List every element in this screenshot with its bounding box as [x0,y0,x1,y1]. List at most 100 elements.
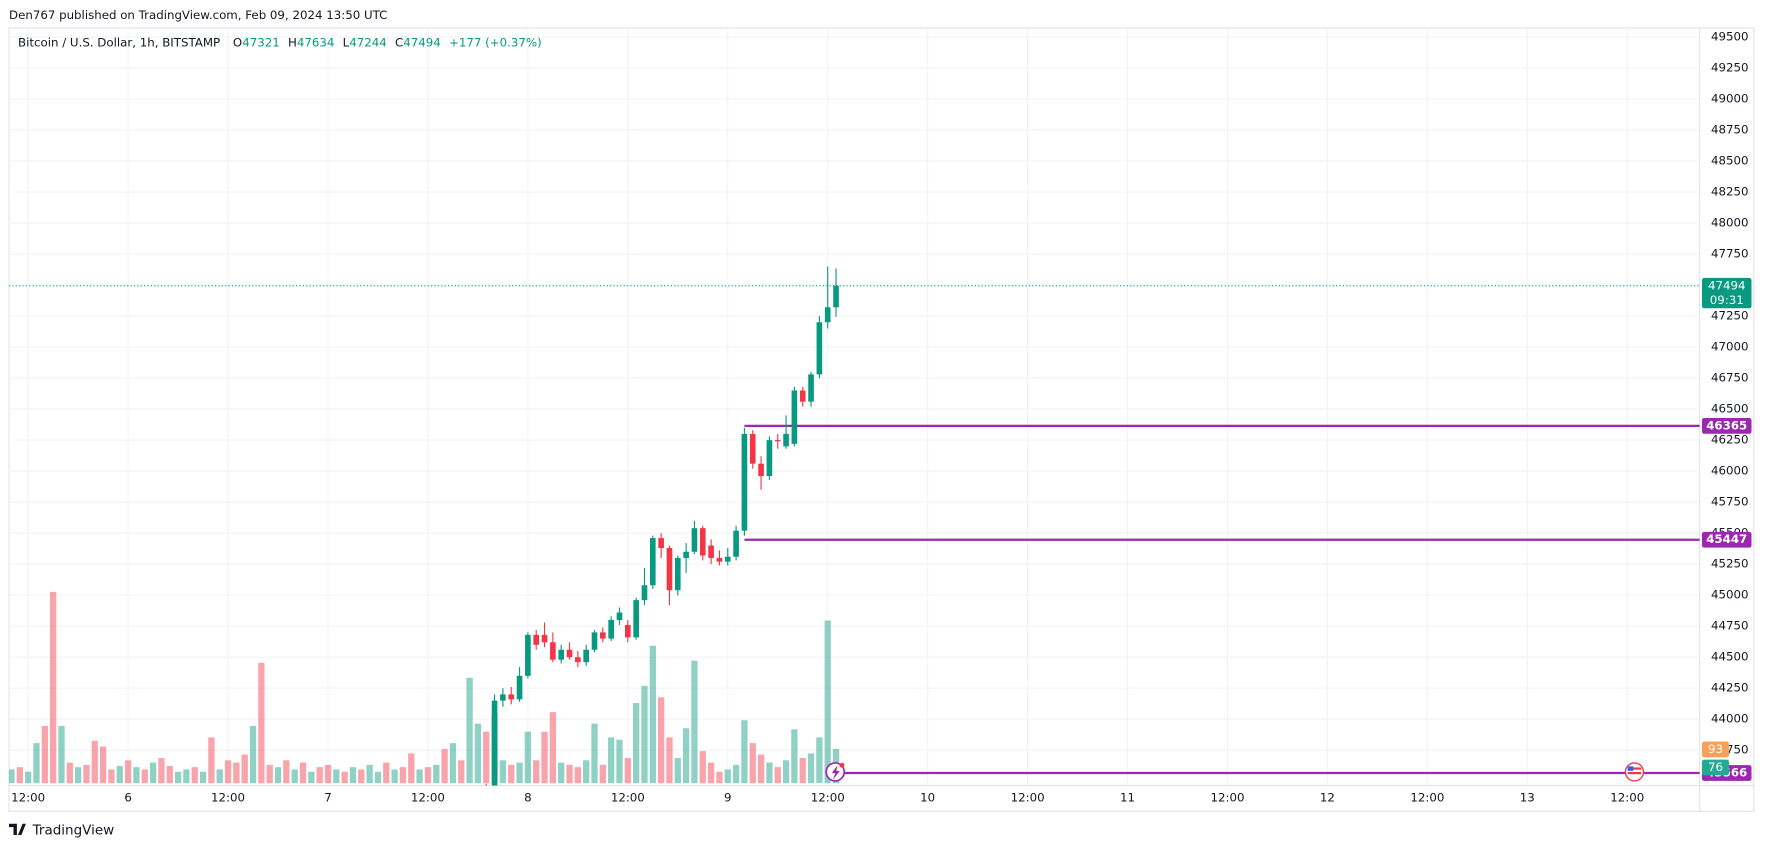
volume-bar [682,728,690,784]
candle-body [791,390,798,444]
symbol-title: Bitcoin / U.S. Dollar, 1h, BITSTAMP [18,35,220,49]
volume-bar [74,767,82,784]
candle-body [824,307,831,323]
volume-bar [299,762,307,784]
volume-bar [599,764,606,784]
volume-bar [791,729,798,784]
volume-bar [233,762,240,784]
volume-bar [25,771,32,784]
volume-bar [141,769,148,784]
volume-bar [366,764,373,784]
volume-bar [283,760,290,784]
candle-body [774,440,781,442]
candle-body [558,649,565,660]
plot-area [9,266,1700,786]
candle-body [649,538,656,586]
legend-open: 47321 [242,35,280,49]
legend-prefix: L [343,35,350,49]
candle-body [591,632,598,650]
candle-body [566,649,573,658]
candle-body [699,528,706,556]
volume-bar [541,731,548,784]
volume-bar [807,753,815,784]
volume-bar [441,748,448,784]
volume-bar [391,769,398,784]
x-tick-label: 12 [1320,790,1335,804]
y-tick-label: 49250 [1711,60,1749,74]
volume-bar [707,762,715,784]
volume-bar [258,662,265,784]
volume-bar [249,725,257,784]
volume-bar [341,771,348,784]
volume-bar [83,764,90,784]
volume-bar [632,702,640,784]
legend-close: 47494 [403,35,441,49]
y-tick-label: 46750 [1711,371,1749,385]
candle-body [758,463,764,477]
volume-bar [291,769,298,784]
volume-bar [416,769,423,784]
candle-body [616,612,623,620]
y-tick-label: 45000 [1711,588,1749,602]
volume-bar [566,764,573,784]
volume-bar [716,771,723,784]
candle-body [691,528,698,552]
y-tick-label: 48500 [1711,154,1749,168]
volume-bar [241,754,248,784]
y-tick-label: 48750 [1711,122,1749,136]
y-tick-label: 44750 [1711,619,1749,633]
volume-bar [483,731,490,784]
volume-bar [274,767,282,784]
candle-body [533,634,540,645]
volume-bar [824,620,831,784]
y-tick-label: 45250 [1711,557,1749,571]
publish-header: Den767 published on TradingView.com, Feb… [9,8,387,22]
volume-bar [674,757,681,784]
volume-bar [583,760,590,784]
volume-bar [732,764,740,784]
candle-body [766,440,773,477]
chart-frame [8,27,1755,812]
volume-bar [58,725,65,784]
x-tick-label: 12:00 [1410,790,1444,804]
volume-bar [558,762,565,784]
x-tick-label: 12:00 [1610,790,1644,804]
candle-body [550,642,556,660]
x-tick-label: 7 [324,790,332,804]
candle-body [583,649,589,663]
x-tick-label: 12:00 [211,790,245,804]
volume-bar [549,712,557,784]
volume-bar [408,753,415,784]
candle-body [724,556,731,562]
candle-body [683,551,689,558]
flag-icon[interactable] [1624,762,1645,782]
candle-body [674,557,681,591]
volume-bar [699,751,706,784]
volume-bar [183,769,190,784]
volume-bar [774,767,781,784]
volume-bar [499,760,507,784]
volume-bar [474,723,482,784]
candle-body [816,322,823,375]
volume-bar [174,771,182,784]
volume-bar [799,757,806,784]
volume-bar [749,743,756,784]
price-axis: 49500 49250 49000 48750 48500 48250 48000 47750… [1701,29,1752,781]
volume-bar [349,767,357,784]
volume-bar [508,764,515,784]
candle-body [625,624,631,638]
candle-body [833,285,839,308]
volume-bar [191,767,198,784]
volume-bar [324,764,332,784]
y-tick-label: 47000 [1711,340,1749,354]
time-axis: 12:00 6 12:00 7 12:00 8 12:00 9 12:00 10 12:00 11 12… [11,790,1644,804]
level-badge [1701,417,1752,434]
candle-body [508,694,515,700]
y-tick-label: 48000 [1711,216,1749,230]
event-icon[interactable] [825,762,846,782]
volume-bar [149,762,157,784]
volume-bar [516,762,523,784]
x-tick-label: 11 [1120,790,1135,804]
